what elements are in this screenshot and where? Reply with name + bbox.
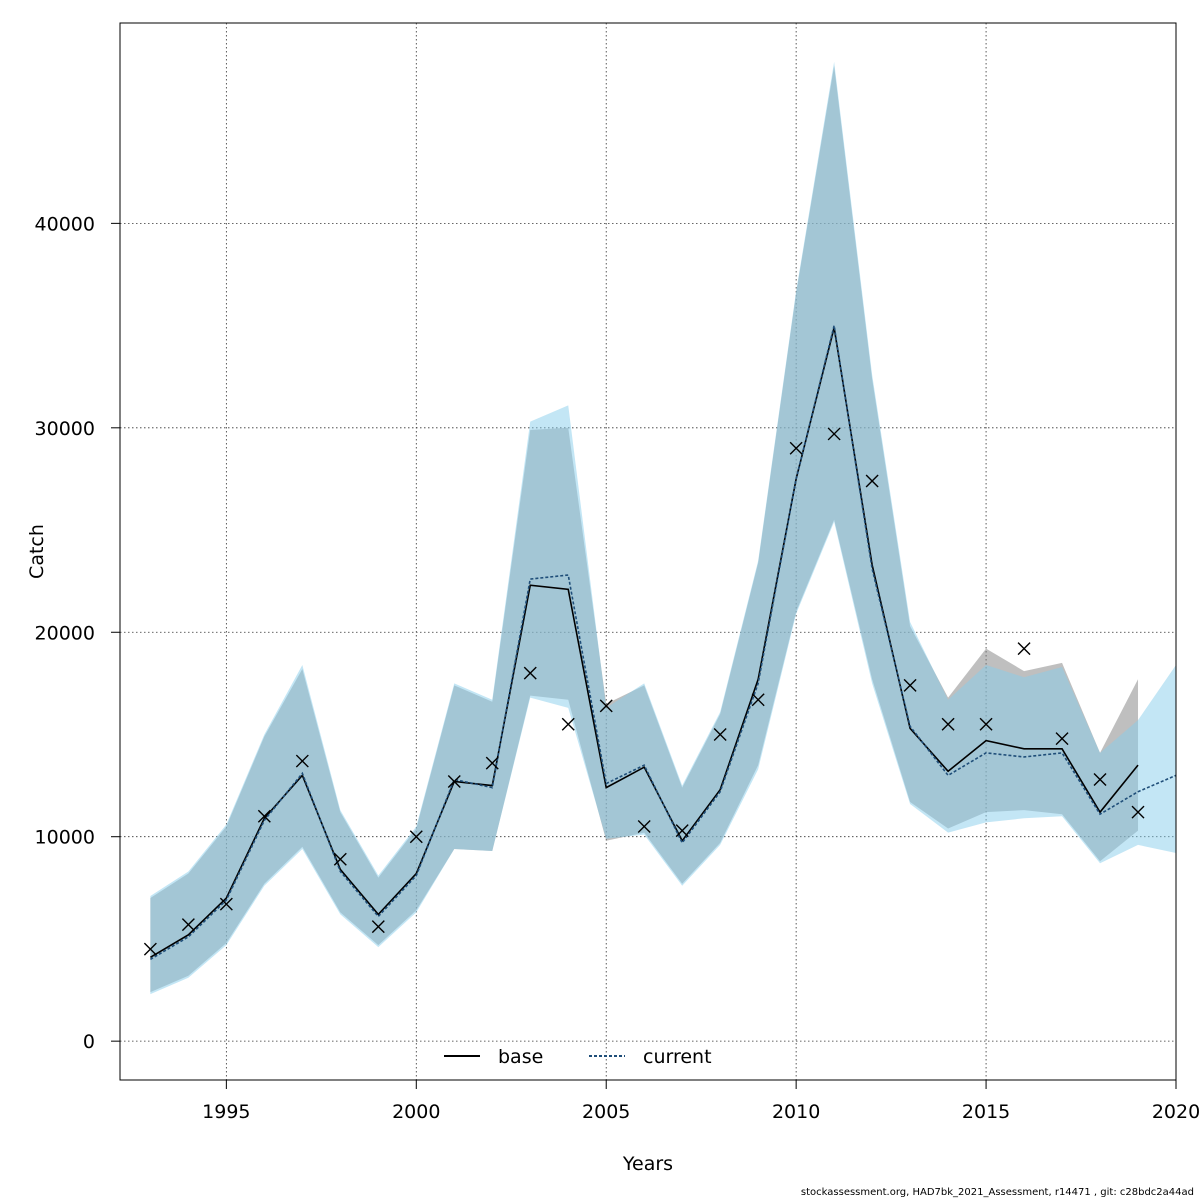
legend: base current — [444, 1046, 712, 1068]
y-tick-label: 40000 — [35, 213, 95, 235]
observed-point-stroke — [333, 852, 347, 866]
observed-point — [371, 920, 385, 934]
observed-point — [523, 666, 537, 680]
legend-label-base: base — [498, 1046, 543, 1068]
observed-point — [637, 819, 651, 833]
y-tick-label: 10000 — [35, 827, 95, 849]
observed-point — [485, 756, 499, 770]
observed-point — [409, 830, 423, 844]
observed-point — [865, 474, 879, 488]
x-tick-label: 1995 — [202, 1101, 250, 1123]
observed-point-stroke — [713, 727, 727, 741]
axis-ticks: 1995 2000 2005 2010 2015 2020 0 10000 20000 30000… — [35, 213, 1200, 1123]
observed-point — [789, 441, 803, 455]
observed-point-stroke — [181, 918, 195, 932]
y-tick-label: 30000 — [35, 418, 95, 440]
x-tick-label: 2000 — [392, 1101, 440, 1123]
observed-point-stroke — [1131, 805, 1145, 819]
observed-point-stroke — [561, 717, 575, 731]
observed-point — [941, 717, 955, 731]
x-tick-label: 2020 — [1152, 1101, 1200, 1123]
observed-point-stroke — [637, 819, 651, 833]
observed-point — [979, 717, 993, 731]
observed-point-stroke — [143, 942, 157, 956]
observed-point — [675, 824, 689, 838]
observed-point — [561, 717, 575, 731]
observed-point-stroke — [941, 717, 955, 731]
observed-point-stroke — [295, 754, 309, 768]
observed-point — [1093, 772, 1107, 786]
y-tick-label: 0 — [83, 1031, 95, 1053]
plot-frame — [119, 22, 1177, 1081]
observed-point — [903, 678, 917, 692]
observed-point — [181, 918, 195, 932]
observed-point — [447, 775, 461, 788]
observed-point-stroke — [599, 699, 613, 713]
estimate-lines — [149, 325, 1176, 961]
observed-point-stroke — [409, 830, 423, 844]
observed-point — [1055, 732, 1069, 746]
x-tick-label: 2010 — [772, 1101, 820, 1123]
observed-point-stroke — [257, 809, 271, 823]
observed-point-stroke — [1055, 732, 1069, 746]
observed-point-stroke — [219, 897, 233, 911]
observed-point — [713, 727, 727, 741]
observed-point — [1131, 805, 1145, 819]
observed-point-stroke — [371, 920, 385, 934]
confidence-bands — [150, 61, 1176, 995]
x-tick-label: 2005 — [582, 1101, 630, 1123]
observed-point — [333, 852, 347, 866]
observed-point-stroke — [827, 427, 841, 441]
observed-point-stroke — [675, 824, 689, 838]
line-current — [149, 325, 1176, 961]
observed-markers — [143, 427, 1145, 956]
footer-credit: stockassessment.org, HAD7bk_2021_Assessm… — [800, 1187, 1194, 1198]
observed-point-stroke — [485, 756, 499, 770]
observed-point — [219, 897, 233, 911]
observed-point — [295, 754, 309, 768]
x-tick-label: 2015 — [962, 1101, 1010, 1123]
observed-point — [599, 699, 613, 713]
observed-point-stroke — [751, 693, 765, 707]
observed-point — [751, 693, 765, 707]
x-axis-title: Years — [622, 1153, 673, 1175]
observed-point-stroke — [903, 678, 917, 692]
observed-point-stroke — [523, 666, 537, 680]
observed-point-stroke — [865, 474, 879, 488]
observed-point-stroke — [789, 441, 803, 455]
observed-point — [827, 427, 841, 441]
observed-point-stroke — [1093, 772, 1107, 786]
observed-point — [1017, 642, 1031, 656]
observed-point-stroke — [1017, 642, 1031, 656]
y-axis-title: Catch — [26, 524, 48, 579]
observed-point-stroke — [979, 717, 993, 731]
observed-point — [143, 942, 157, 956]
band-current — [150, 61, 1176, 995]
observed-point — [257, 809, 271, 823]
observed-point-stroke — [447, 775, 461, 788]
y-tick-label: 20000 — [35, 622, 95, 644]
legend-label-current: current — [643, 1046, 712, 1068]
